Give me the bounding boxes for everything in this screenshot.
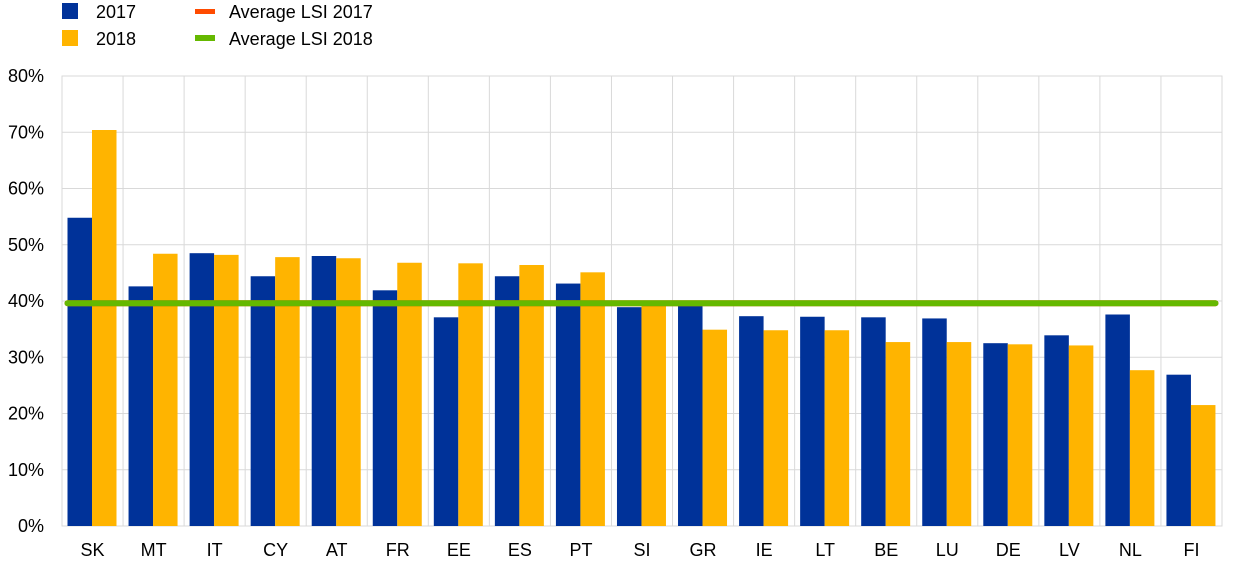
bar-2018-FR: [397, 262, 422, 526]
bar-2018-GR: [702, 329, 728, 526]
bar-2018-IE: [763, 330, 789, 526]
legend-swatch-2017: [62, 3, 78, 19]
legend: 2017 2018 Average LSI 2017 Average LSI 2…: [62, 2, 373, 49]
y-tick-label: 10%: [8, 460, 44, 480]
bar-2017-CY: [250, 276, 276, 526]
y-tick-label: 50%: [8, 235, 44, 255]
axes: 0% 10% 20% 30% 40% 50% 60% 70% 80% SK MT IT CY AT FR EE…: [8, 66, 1200, 560]
bar-2017-NL: [1105, 314, 1130, 526]
x-tick-label: SI: [633, 540, 650, 560]
bar-2018-IT: [214, 254, 239, 526]
bar-2017-FI: [1166, 374, 1191, 526]
x-tick-label: FI: [1183, 540, 1199, 560]
bar-2018-AT: [336, 258, 361, 526]
bar-2018-LT: [824, 330, 850, 526]
x-tick-label: LU: [936, 540, 959, 560]
x-tick-label: EE: [447, 540, 471, 560]
bar-2017-LT: [800, 316, 825, 526]
legend-swatch-average-lsi-2018: [195, 35, 215, 41]
x-tick-label: BE: [874, 540, 898, 560]
bar-2018-BE: [885, 342, 911, 526]
x-tick-label: CY: [263, 540, 288, 560]
y-tick-label: 40%: [8, 291, 44, 311]
legend-label-average-lsi-2017: Average LSI 2017: [229, 2, 373, 22]
bar-2017-AT: [311, 256, 337, 526]
bar-2018-DE: [1007, 344, 1033, 526]
x-tick-label: IT: [207, 540, 223, 560]
bar-2017-FR: [372, 290, 398, 526]
legend-label-2018: 2018: [96, 29, 136, 49]
bar-2018-MT: [153, 253, 178, 526]
bar-2018-LU: [946, 342, 972, 526]
bar-2018-PT: [580, 272, 605, 526]
legend-label-2017: 2017: [96, 2, 136, 22]
x-tick-label: SK: [81, 540, 105, 560]
x-tick-label: GR: [690, 540, 717, 560]
x-tick-label: DE: [996, 540, 1021, 560]
bar-2017-EE: [433, 317, 459, 526]
bar-2017-GR: [678, 303, 703, 526]
x-tick-label: ES: [508, 540, 532, 560]
bar-2018-NL: [1129, 370, 1155, 526]
bars: [67, 130, 1216, 526]
bar-2017-SI: [616, 307, 642, 526]
bar-2018-LV: [1068, 345, 1094, 526]
bar-2018-ES: [519, 265, 544, 526]
bar-2017-LV: [1044, 335, 1069, 526]
bar-2018-FI: [1190, 405, 1216, 526]
bar-2017-IE: [739, 316, 764, 526]
x-tick-label: PT: [569, 540, 592, 560]
y-tick-label: 80%: [8, 66, 44, 86]
bar-2017-SK: [67, 217, 92, 526]
bar-2017-IT: [189, 253, 215, 526]
y-tick-label: 30%: [8, 347, 44, 367]
bar-2017-BE: [861, 317, 886, 526]
x-tick-label: AT: [326, 540, 348, 560]
y-tick-label: 70%: [8, 122, 44, 142]
x-tick-label: NL: [1119, 540, 1142, 560]
bar-2018-SK: [92, 130, 117, 526]
x-tick-label: MT: [141, 540, 167, 560]
x-tick-label: IE: [756, 540, 773, 560]
bar-2018-SI: [641, 302, 666, 526]
y-tick-label: 20%: [8, 404, 44, 424]
x-tick-label: LV: [1059, 540, 1080, 560]
bar-2018-CY: [275, 257, 300, 526]
bar-2017-MT: [128, 286, 154, 526]
x-tick-label: FR: [386, 540, 410, 560]
legend-swatch-2018: [62, 30, 78, 46]
y-tick-label: 0%: [18, 516, 44, 536]
y-tick-label: 60%: [8, 179, 44, 199]
x-tick-label: LT: [815, 540, 835, 560]
bar-2017-PT: [555, 283, 581, 526]
bar-2017-ES: [494, 276, 520, 526]
bar-2017-DE: [983, 343, 1008, 526]
bar-2017-LU: [922, 318, 947, 526]
legend-label-average-lsi-2018: Average LSI 2018: [229, 29, 373, 49]
legend-swatch-average-lsi-2017: [195, 9, 215, 14]
bar-2018-EE: [458, 263, 483, 526]
